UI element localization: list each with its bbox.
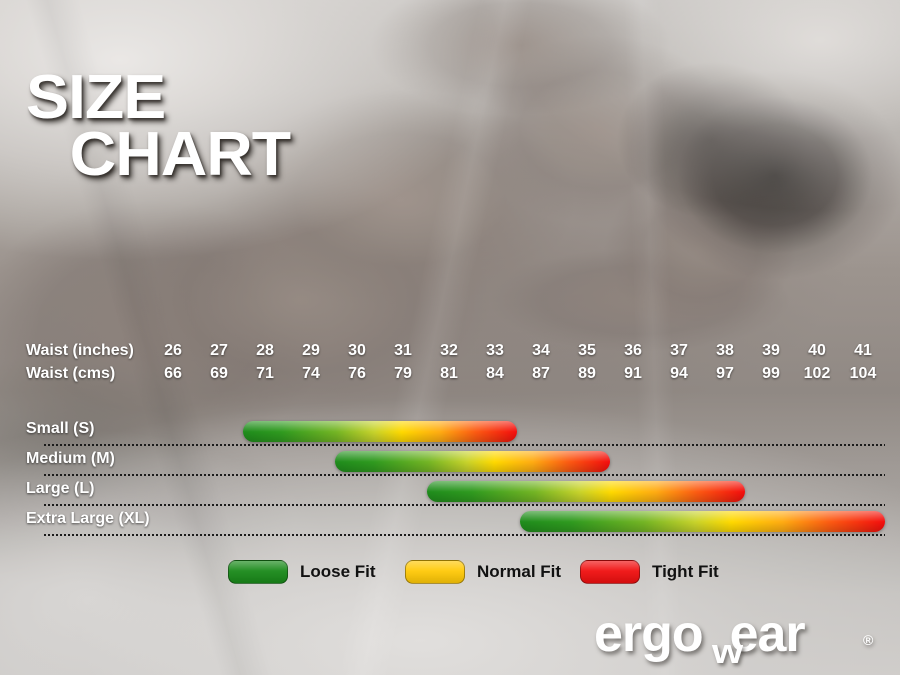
- legend-swatch-tight: [580, 560, 640, 584]
- waist-inches-label: Waist (inches): [26, 342, 134, 359]
- waist-cms-cell: 91: [624, 365, 642, 382]
- waist-cms-cell: 104: [849, 365, 877, 382]
- waist-cms-cell: 79: [394, 365, 412, 382]
- waist-inches-cell: 35: [578, 342, 596, 359]
- legend-label-normal: Normal Fit: [477, 562, 562, 581]
- waist-inches-cell: 38: [716, 342, 734, 359]
- row-divider: [44, 444, 885, 446]
- waist-cms-cell: 76: [348, 365, 366, 382]
- legend-item-loose-fit: Loose Fit: [228, 560, 376, 584]
- waist-cms-cell: 84: [486, 365, 504, 382]
- legend-label-loose: Loose Fit: [300, 562, 376, 581]
- fit-bar-small: [243, 421, 517, 442]
- brand-name-ergo: ergo: [594, 605, 704, 663]
- waist-inches-cell: 37: [670, 342, 688, 359]
- legend-swatch-loose: [228, 560, 288, 584]
- waist-inches-cell: 34: [532, 342, 550, 359]
- waist-cms-cell: 99: [762, 365, 780, 382]
- brand-name-ear: ear: [729, 605, 806, 663]
- waist-cms-cell: 74: [302, 365, 320, 382]
- size-label-small: Small (S): [26, 420, 95, 437]
- waist-inches-cell: 30: [348, 342, 366, 359]
- waist-inches-cell: 41: [854, 342, 872, 359]
- page-title: SIZE CHART: [26, 12, 292, 240]
- fit-bar-large: [427, 481, 745, 502]
- waist-inches-cell: 29: [302, 342, 320, 359]
- brand-logo-text: ergo ear: [594, 604, 806, 664]
- legend-item-normal-fit: Normal Fit: [405, 560, 561, 584]
- title-line-2: CHART: [69, 120, 292, 190]
- waist-inches-cell: 39: [762, 342, 780, 359]
- waist-cms-label: Waist (cms): [26, 365, 116, 382]
- title-line-1: SIZE: [26, 63, 166, 133]
- fit-bar-medium: [335, 451, 610, 472]
- fit-bar-extra-large: [520, 511, 885, 532]
- waist-cms-cell: 94: [670, 365, 688, 382]
- waist-cms-cell: 97: [716, 365, 734, 382]
- waist-cms-cell: 66: [164, 365, 182, 382]
- registered-trademark-icon: ®: [863, 632, 874, 648]
- brand-logo: ergo ear w ®: [594, 604, 884, 671]
- waist-cms-cell: 102: [803, 365, 831, 382]
- legend: Loose Fit Normal Fit Tight Fit: [228, 560, 768, 590]
- waist-inches-cell: 40: [808, 342, 826, 359]
- waist-cms-cell: 71: [256, 365, 274, 382]
- size-label-medium: Medium (M): [26, 450, 115, 467]
- legend-item-tight-fit: Tight Fit: [580, 560, 719, 584]
- waist-inches-cell: 31: [394, 342, 412, 359]
- waist-cms-values: 66 69 71 74 76 79 81 84 87 89 91 94 97 99 102 104: [150, 365, 890, 386]
- waist-cms-row: Waist (cms) 66 69 71 74 76 79 81 84 87 89 91 94 97 99…: [0, 365, 900, 386]
- waist-cms-cell: 89: [578, 365, 596, 382]
- waist-inches-row: Waist (inches) 26 27 28 29 30 31 32 33 34 35 36 37 3…: [0, 342, 900, 363]
- row-divider: [44, 504, 885, 506]
- waist-cms-cell: 69: [210, 365, 228, 382]
- waist-inches-values: 26 27 28 29 30 31 32 33 34 35 36 37 38 39 40 41: [150, 342, 890, 363]
- waist-inches-cell: 36: [624, 342, 642, 359]
- waist-inches-cell: 26: [164, 342, 182, 359]
- legend-label-tight: Tight Fit: [652, 562, 719, 581]
- row-divider: [44, 534, 885, 536]
- waist-cms-cell: 81: [440, 365, 458, 382]
- size-label-extra-large: Extra Large (XL): [26, 510, 150, 527]
- waist-cms-cell: 87: [532, 365, 550, 382]
- waist-inches-cell: 27: [210, 342, 228, 359]
- waist-inches-cell: 28: [256, 342, 274, 359]
- size-label-large: Large (L): [26, 480, 95, 497]
- waist-inches-cell: 32: [440, 342, 458, 359]
- legend-swatch-normal: [405, 560, 465, 584]
- brand-logo-w: w: [712, 633, 744, 671]
- waist-inches-cell: 33: [486, 342, 504, 359]
- row-divider: [44, 474, 885, 476]
